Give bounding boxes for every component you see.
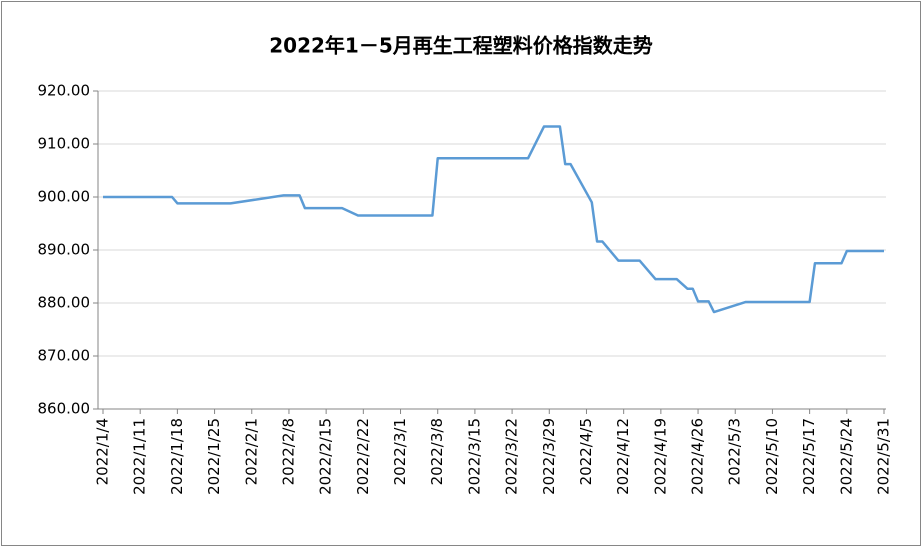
x-tick-label: 2022/3/1 — [391, 418, 409, 485]
x-tick-label: 2022/3/22 — [503, 418, 521, 495]
y-tick-label: 920.00 — [38, 82, 91, 100]
x-tick-label: 2022/3/8 — [428, 418, 446, 485]
y-tick-label: 890.00 — [38, 241, 91, 259]
x-tick-label: 2022/5/3 — [726, 418, 744, 485]
x-tick-label: 2022/1/25 — [205, 418, 223, 495]
y-tick-label: 900.00 — [38, 188, 91, 206]
x-tick-label: 2022/5/31 — [875, 418, 893, 495]
data-line — [103, 125, 884, 314]
y-tick-label: 910.00 — [38, 135, 91, 153]
x-tick-label: 2022/5/17 — [800, 418, 818, 495]
x-tick-label: 2022/4/26 — [689, 418, 707, 495]
x-tick-label: 2022/5/24 — [837, 418, 855, 495]
x-tick-label: 2022/4/19 — [651, 418, 669, 495]
x-tick-label: 2022/1/18 — [168, 418, 186, 495]
chart-title: 2022年1－5月再生工程塑料价格指数走势 — [269, 34, 653, 58]
x-tick-label: 2022/4/5 — [577, 418, 595, 485]
x-tick-label: 2022/5/10 — [763, 418, 781, 495]
x-tick-label: 2022/3/29 — [540, 418, 558, 495]
x-tick-label: 2022/2/1 — [242, 418, 260, 485]
x-tick-label: 2022/2/8 — [279, 418, 297, 485]
x-tick-label: 2022/3/15 — [465, 418, 483, 495]
y-tick-label: 880.00 — [38, 294, 91, 312]
x-tick-label: 2022/4/12 — [614, 418, 632, 495]
y-tick-label: 860.00 — [38, 400, 91, 418]
y-tick-label: 870.00 — [38, 347, 91, 365]
x-tick-label: 2022/1/11 — [131, 418, 149, 495]
x-tick-label: 2022/2/22 — [354, 418, 372, 495]
x-tick-label: 2022/2/15 — [317, 418, 335, 495]
x-tick-label: 2022/1/4 — [94, 418, 112, 485]
